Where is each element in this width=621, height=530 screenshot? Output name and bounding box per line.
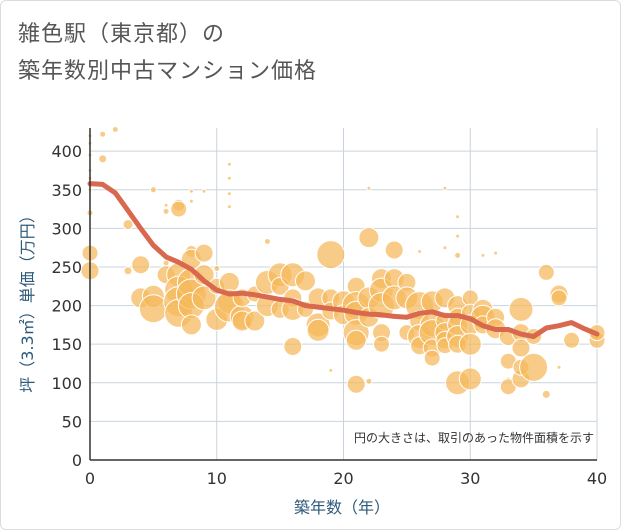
bubble-point [295,270,316,292]
y-tick-label: 300 [51,219,82,238]
bubble-point [170,200,188,218]
bubble-point [316,240,346,270]
x-tick-label: 40 [587,469,607,488]
y-tick-label: 150 [51,335,82,354]
bubble-point [541,389,551,399]
y-axis-title: 坪（3.3㎡）単価（万円） [18,207,37,392]
bubble-point [458,367,482,391]
bubble-point [442,185,448,191]
x-tick-label: 20 [333,469,353,488]
bubble-point [149,186,157,194]
bubble-point [191,285,217,311]
chart-title-line-1: 雑色駅（東京都）の [18,22,226,47]
bubble-point [365,377,373,385]
bubble-point [226,204,232,210]
bubble-point [226,191,232,197]
bubble-point [345,329,367,351]
bubble-point [550,289,568,307]
bubble-point [98,154,108,164]
bubble-point [373,335,390,353]
y-tick-label: 200 [51,297,82,316]
bubble-point [480,252,486,258]
bubble-point [511,338,531,358]
y-tick-label: 100 [51,374,82,393]
bubble-point [384,240,404,260]
bubble-point [458,332,482,356]
bubble-point [99,130,107,138]
bubble-point [163,202,169,208]
bubble-point [226,175,232,181]
bubble-point [455,233,461,239]
bubble-point [493,250,499,256]
bubble-point [138,294,168,324]
y-tick-label: 250 [51,258,82,277]
bubble-point [244,310,266,332]
bubble-point [111,126,119,133]
bubble-point [188,198,194,204]
bubble-point [226,161,232,167]
bubble-point [328,367,334,373]
bubble-point [519,352,549,382]
bubble-point [366,185,372,191]
bubble-point [454,251,462,259]
bubble-point [131,255,151,275]
bubble-point [180,314,202,336]
bubble-point [162,207,170,215]
bubble-point [213,265,221,272]
bubble-point [201,188,207,194]
average-price-trend-line [87,181,600,339]
x-tick-label: 0 [85,469,95,488]
bubble-size-note: 円の大きさは、取引のあった物件面積を示す [354,430,594,445]
bubble-point [455,214,461,220]
axes: 0 50 100 150 200 250 300 350 400 0 10 20 30 40 [51,128,607,488]
bubble-point [556,364,562,370]
x-tick-label: 10 [207,469,227,488]
x-tick-label: 30 [460,469,480,488]
bubble-point [508,296,534,322]
x-axis-title: 築年数（年） [294,498,390,517]
y-tick-label: 50 [62,412,82,431]
bubble-point [563,331,581,349]
y-tick-label: 0 [72,451,82,470]
trend-layer [87,181,600,339]
bubble-point [123,266,133,276]
bubble-layer [80,126,606,399]
y-tick-label: 350 [51,181,82,200]
bubble-point [188,188,194,194]
y-tick-label: 400 [51,142,82,161]
bubble-point [537,263,555,281]
bubble-point [442,245,448,251]
bubble-point [283,337,303,356]
bubble-point [423,349,441,367]
bubble-point [306,318,330,342]
bubble-point [122,219,134,230]
bubble-point [263,238,271,245]
bubble-point [358,227,380,249]
bubble-point [346,374,366,394]
bubble-point [194,243,214,263]
chart-title-line-2: 築年数別中古マンション価格 [18,59,318,84]
bubble-point [417,249,423,254]
